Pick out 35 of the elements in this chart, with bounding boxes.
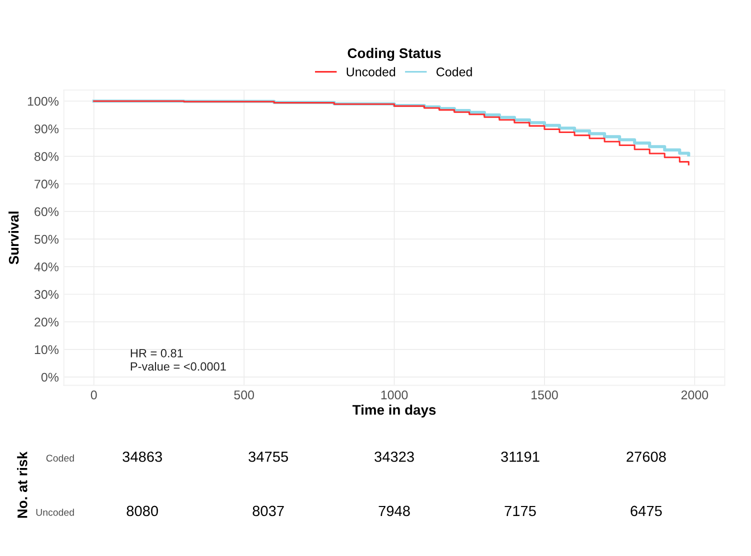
y-tick-label: 80%	[34, 152, 59, 161]
y-tick-label: 70%	[34, 180, 59, 189]
x-tick-label: 0	[90, 390, 97, 400]
data-label: 34755	[248, 452, 288, 462]
y-tick-label: 50%	[34, 234, 59, 244]
annotation: P-value = <0.0001	[130, 362, 226, 371]
data-label: 8080	[126, 506, 158, 516]
data-label: 7175	[504, 506, 536, 516]
legend-title: Coding Status	[348, 48, 441, 61]
x-tick-label: 500	[234, 390, 254, 400]
y-tick-label: Uncoded	[36, 508, 74, 516]
y-tick-label: 90%	[34, 124, 59, 134]
x-tick-label: 1500	[532, 390, 558, 400]
x-tick-label: 1000	[381, 390, 408, 400]
y-tick-label: 30%	[34, 290, 59, 299]
data-label: 31191	[501, 452, 540, 462]
y-tick-label: 40%	[34, 262, 59, 272]
y-tick-label: 20%	[34, 318, 59, 326]
data-label: 34863	[122, 452, 162, 462]
data-label: 7948	[378, 506, 410, 516]
legend-label: Uncoded	[346, 67, 396, 76]
y-axis-title: No. at risk	[17, 452, 28, 518]
data-label: 34323	[374, 452, 414, 462]
data-label: 8037	[252, 506, 284, 516]
data-label: 27608	[626, 452, 666, 462]
y-axis-title: Survival	[8, 212, 19, 264]
y-tick-label: 100%	[28, 96, 59, 106]
data-label: 6475	[630, 506, 662, 516]
legend-label: Coded	[436, 67, 472, 76]
x-tick-label: 2000	[681, 390, 708, 400]
y-tick-label: 0%	[41, 372, 59, 382]
x-axis-title: Time in days	[352, 404, 436, 418]
y-tick-label: 60%	[34, 207, 59, 216]
annotation: HR = 0.81	[130, 349, 183, 358]
y-tick-label: 10%	[34, 345, 59, 354]
